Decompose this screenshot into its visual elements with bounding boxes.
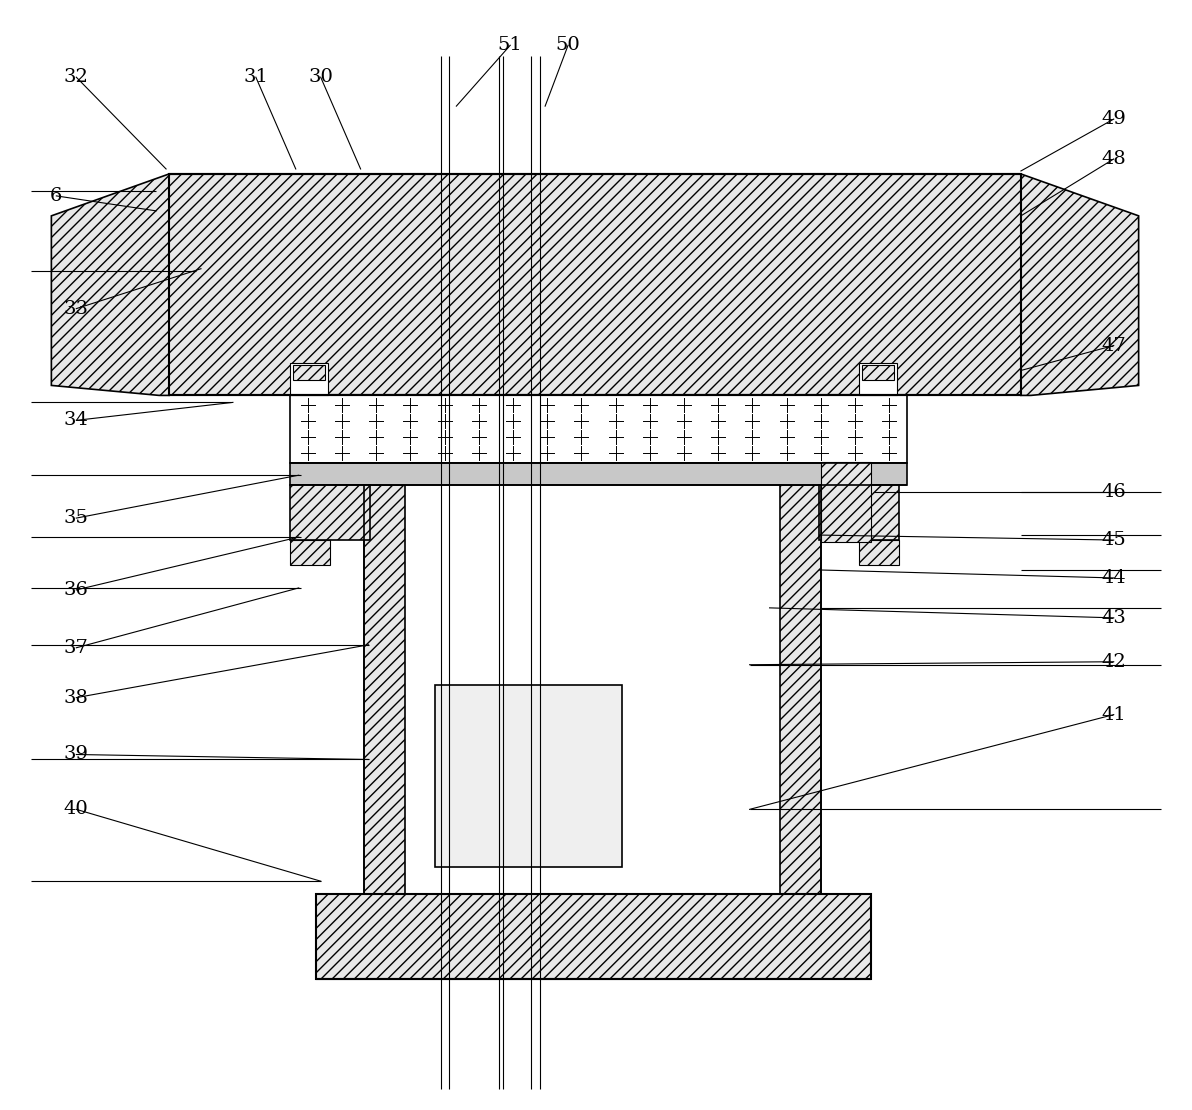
Text: 31: 31	[243, 68, 268, 87]
Text: 45: 45	[1101, 531, 1126, 549]
Text: 43: 43	[1101, 609, 1126, 627]
Text: 30: 30	[309, 68, 333, 87]
Bar	[821, 462, 871, 542]
Bar	[290, 363, 328, 395]
Text: 42: 42	[1101, 653, 1126, 670]
Text: 46: 46	[1101, 483, 1126, 501]
Bar	[859, 541, 899, 565]
Bar	[293, 365, 324, 381]
Bar	[780, 485, 821, 895]
Text: 32: 32	[64, 68, 88, 87]
Text: 40: 40	[64, 800, 88, 818]
Text: 34: 34	[64, 412, 88, 430]
Bar	[169, 174, 1020, 395]
Text: 48: 48	[1101, 150, 1126, 168]
Bar	[859, 363, 898, 395]
Text: 41: 41	[1101, 706, 1126, 724]
Text: 47: 47	[1101, 336, 1126, 354]
Bar	[862, 365, 894, 381]
Text: 6: 6	[50, 186, 62, 205]
Polygon shape	[51, 174, 169, 395]
Bar	[290, 541, 330, 565]
Bar	[290, 485, 370, 541]
Text: 39: 39	[64, 746, 88, 764]
Text: 37: 37	[64, 638, 88, 657]
Polygon shape	[1020, 174, 1138, 395]
Bar	[364, 485, 405, 895]
Text: 36: 36	[64, 581, 88, 599]
Bar	[435, 685, 622, 867]
Bar	[290, 395, 907, 463]
Text: 33: 33	[64, 300, 88, 317]
Text: 49: 49	[1101, 110, 1126, 128]
Bar	[316, 895, 871, 979]
Text: 44: 44	[1101, 569, 1126, 587]
Bar	[819, 485, 899, 541]
Text: 35: 35	[64, 509, 88, 527]
Text: 50: 50	[555, 37, 581, 54]
Text: 51: 51	[498, 37, 522, 54]
Bar	[290, 463, 907, 485]
Text: 38: 38	[64, 688, 88, 707]
